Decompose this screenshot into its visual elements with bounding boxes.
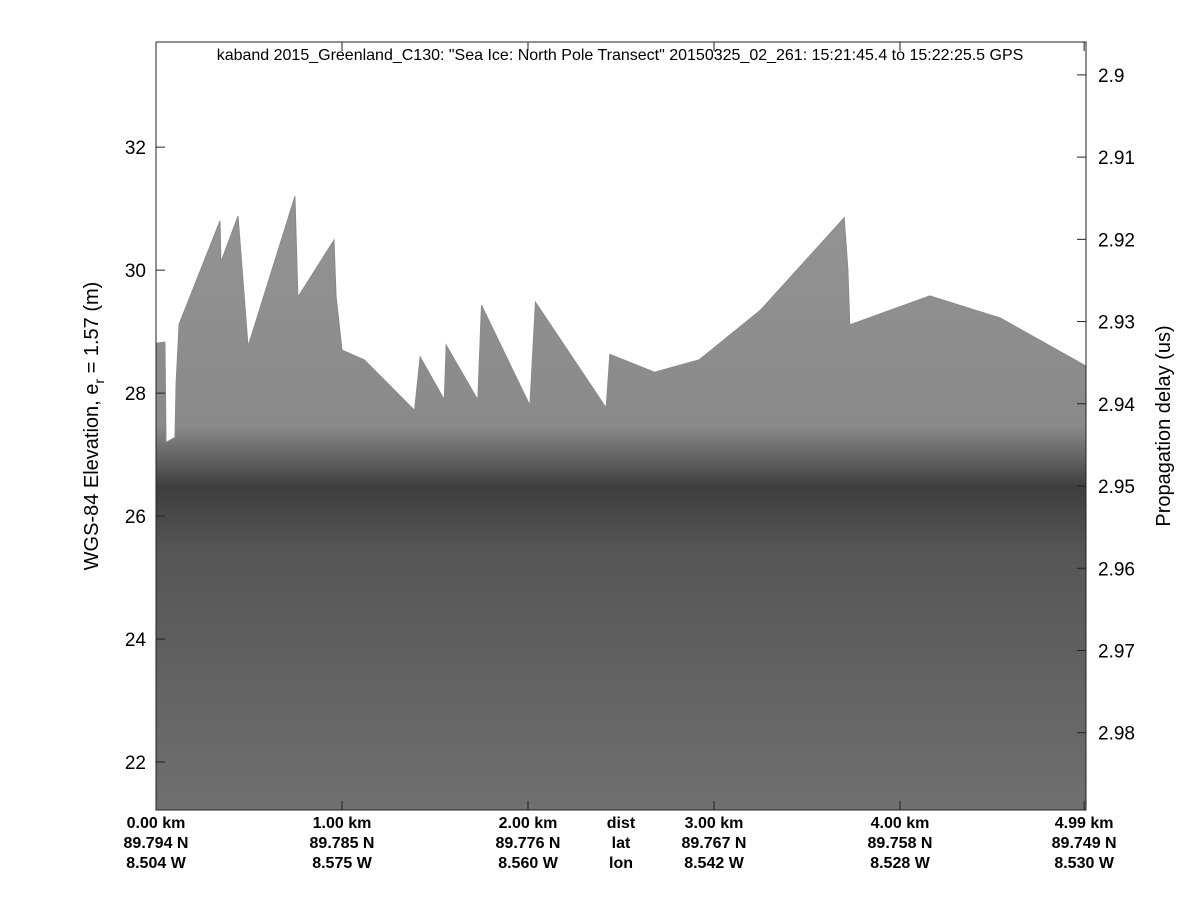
y-tick-label: 30 — [125, 261, 146, 282]
lon-label: 8.530 W — [1054, 855, 1114, 872]
x-tick-label: 3.00 km — [685, 815, 744, 832]
y2-tick-label: 2.91 — [1098, 148, 1135, 169]
y-tick-label: 28 — [125, 384, 146, 405]
echogram-area — [155, 196, 1087, 811]
y2-tick-label: 2.98 — [1098, 724, 1135, 745]
lat-label: 89.758 N — [868, 835, 933, 852]
x-tick-label: 1.00 km — [313, 815, 372, 832]
y-axis-label: WGS-84 Elevation, er = 1.57 (m) — [81, 282, 107, 571]
y2-tick-label: 2.94 — [1098, 395, 1135, 416]
y2-tick-label: 2.95 — [1098, 477, 1135, 498]
lon-label: 8.575 W — [312, 855, 372, 872]
lat-label: 89.794 N — [124, 835, 189, 852]
lat-label: 89.785 N — [310, 835, 375, 852]
y-tick-label: 26 — [125, 507, 146, 528]
lat-label: 89.776 N — [496, 835, 561, 852]
y2-tick-label: 2.97 — [1098, 641, 1135, 662]
y2-tick-label: 2.93 — [1098, 313, 1135, 334]
row-label: lon — [609, 855, 633, 872]
lon-label: 8.528 W — [870, 855, 930, 872]
lon-label: 8.560 W — [498, 855, 558, 872]
y2-tick-label: 2.96 — [1098, 559, 1135, 580]
lat-label: 89.767 N — [682, 835, 747, 852]
y-label-sub: r — [91, 379, 107, 384]
row-label: lat — [612, 835, 631, 852]
lon-label: 8.542 W — [684, 855, 744, 872]
chart-title: kaband 2015_Greenland_C130: "Sea Ice: No… — [217, 47, 1024, 64]
x-tick-label: 4.00 km — [871, 815, 930, 832]
x-tick-label: 0.00 km — [127, 815, 186, 832]
y-tick-label: 24 — [125, 630, 147, 651]
lat-label: 89.749 N — [1052, 835, 1117, 852]
y2-tick-label: 2.9 — [1098, 66, 1124, 87]
y-tick-label: 22 — [125, 753, 146, 774]
y-label-text: WGS-84 Elevation, e — [81, 384, 103, 571]
lon-label: 8.504 W — [126, 855, 186, 872]
y-label-end: = 1.57 (m) — [81, 282, 103, 379]
y-tick-label: 32 — [125, 138, 146, 159]
x-tick-label: 4.99 km — [1055, 815, 1114, 832]
x-tick-label: 2.00 km — [499, 815, 558, 832]
row-label: dist — [607, 815, 636, 832]
y2-tick-label: 2.92 — [1098, 230, 1135, 251]
y2-axis-label: Propagation delay (us) — [1153, 325, 1175, 526]
plot-frame — [155, 41, 1087, 811]
